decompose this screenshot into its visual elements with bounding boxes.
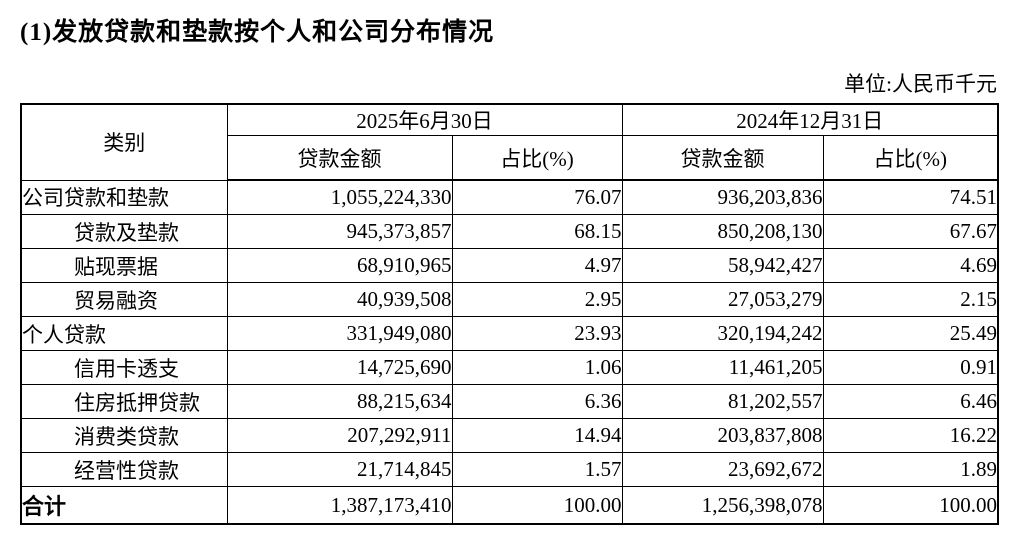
header-ratio-2024: 占比(%)	[822, 135, 999, 181]
row-ratio-2025: 1.57	[451, 452, 623, 487]
row-category: 信用卡透支	[20, 350, 228, 385]
table-total-row: 合计 1,387,173,410 100.00 1,256,398,078 10…	[20, 486, 999, 525]
table-header-sub-row: 贷款金额 占比(%) 贷款金额 占比(%)	[21, 135, 999, 181]
row-ratio-2024: 67.67	[822, 214, 999, 249]
row-ratio-2025: 1.06	[451, 350, 623, 385]
header-amount-2024: 贷款金额	[621, 135, 824, 181]
table-row: 贷款及垫款 945,373,857 68.15 850,208,130 67.6…	[20, 214, 999, 249]
table-row: 贸易融资 40,939,508 2.95 27,053,279 2.15	[20, 282, 999, 317]
total-label: 合计	[20, 486, 228, 525]
row-ratio-2024: 16.22	[822, 418, 999, 453]
row-amount-2025: 207,292,911	[226, 418, 453, 453]
total-ratio-2025: 100.00	[451, 486, 623, 525]
total-amount-2024: 1,256,398,078	[621, 486, 824, 525]
table-row: 住房抵押贷款 88,215,634 6.36 81,202,557 6.46	[20, 384, 999, 419]
total-amount-2025: 1,387,173,410	[226, 486, 453, 525]
table-header-period-row: 类别 2025年6月30日 2024年12月31日	[20, 103, 999, 181]
row-amount-2025: 68,910,965	[226, 248, 453, 283]
row-ratio-2025: 23.93	[451, 316, 623, 351]
row-ratio-2025: 6.36	[451, 384, 623, 419]
row-ratio-2025: 4.97	[451, 248, 623, 283]
row-category: 经营性贷款	[20, 452, 228, 487]
header-category: 类别	[20, 103, 228, 181]
row-ratio-2025: 76.07	[451, 179, 623, 215]
table-row: 消费类贷款 207,292,911 14.94 203,837,808 16.2…	[20, 418, 999, 453]
row-category: 个人贷款	[20, 316, 228, 351]
table-row: 信用卡透支 14,725,690 1.06 11,461,205 0.91	[20, 350, 999, 385]
row-amount-2024: 936,203,836	[621, 179, 824, 215]
table-row: 个人贷款 331,949,080 23.93 320,194,242 25.49	[20, 316, 999, 351]
row-amount-2024: 58,942,427	[621, 248, 824, 283]
row-category: 贷款及垫款	[20, 214, 228, 249]
row-ratio-2024: 6.46	[822, 384, 999, 419]
loan-distribution-table: 类别 2025年6月30日 2024年12月31日 贷款金额 占比(%) 贷款金…	[20, 103, 999, 525]
row-amount-2025: 1,055,224,330	[226, 179, 453, 215]
row-ratio-2025: 2.95	[451, 282, 623, 317]
table-row: 贴现票据 68,910,965 4.97 58,942,427 4.69	[20, 248, 999, 283]
header-amount-2025: 贷款金额	[226, 135, 453, 181]
row-ratio-2024: 4.69	[822, 248, 999, 283]
table-row: 公司贷款和垫款 1,055,224,330 76.07 936,203,836 …	[20, 179, 999, 215]
row-amount-2025: 21,714,845	[226, 452, 453, 487]
row-amount-2024: 11,461,205	[621, 350, 824, 385]
header-period-2025: 2025年6月30日	[226, 103, 623, 136]
row-amount-2024: 203,837,808	[621, 418, 824, 453]
row-amount-2025: 14,725,690	[226, 350, 453, 385]
header-period-2024: 2024年12月31日	[621, 103, 999, 136]
section-title: (1)发放贷款和垫款按个人和公司分布情况	[20, 19, 495, 46]
row-ratio-2025: 68.15	[451, 214, 623, 249]
row-ratio-2024: 74.51	[822, 179, 999, 215]
row-amount-2024: 320,194,242	[621, 316, 824, 351]
row-category: 贸易融资	[20, 282, 228, 317]
row-amount-2025: 331,949,080	[226, 316, 453, 351]
row-amount-2025: 88,215,634	[226, 384, 453, 419]
total-ratio-2024: 100.00	[822, 486, 999, 525]
unit-label: 单位:人民币千元	[844, 72, 997, 96]
table-row: 经营性贷款 21,714,845 1.57 23,692,672 1.89	[20, 452, 999, 487]
row-ratio-2024: 2.15	[822, 282, 999, 317]
row-amount-2024: 81,202,557	[621, 384, 824, 419]
row-category: 住房抵押贷款	[20, 384, 228, 419]
row-amount-2024: 23,692,672	[621, 452, 824, 487]
row-category: 消费类贷款	[20, 418, 228, 453]
row-ratio-2025: 14.94	[451, 418, 623, 453]
row-ratio-2024: 1.89	[822, 452, 999, 487]
header-ratio-2025: 占比(%)	[451, 135, 623, 181]
row-ratio-2024: 0.91	[822, 350, 999, 385]
row-amount-2025: 40,939,508	[226, 282, 453, 317]
row-category: 贴现票据	[20, 248, 228, 283]
row-amount-2024: 850,208,130	[621, 214, 824, 249]
row-amount-2024: 27,053,279	[621, 282, 824, 317]
row-ratio-2024: 25.49	[822, 316, 999, 351]
row-amount-2025: 945,373,857	[226, 214, 453, 249]
row-category: 公司贷款和垫款	[20, 179, 228, 215]
